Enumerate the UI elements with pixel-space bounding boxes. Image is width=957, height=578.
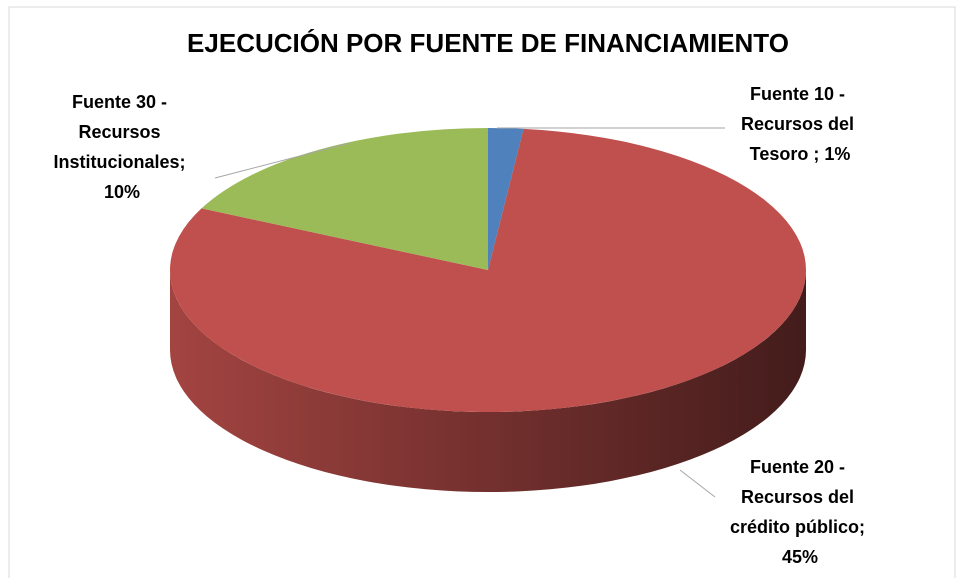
slice <box>169 128 806 412</box>
leader-line <box>214 142 351 179</box>
slice-side <box>170 270 806 492</box>
chart-title: EJECUCIÓN POR FUENTE DE FINANCIAMIENTO <box>187 28 789 58</box>
slice <box>488 128 524 270</box>
slice <box>201 128 489 270</box>
data-label: Fuente 30 - Recursos Institucionales; 10… <box>53 92 190 202</box>
data-label: Fuente 20 - Recursos del crédito público… <box>730 457 870 567</box>
leader-line <box>679 469 716 498</box>
data-label: Fuente 10 - Recursos del Tesoro ; 1% <box>741 84 859 164</box>
